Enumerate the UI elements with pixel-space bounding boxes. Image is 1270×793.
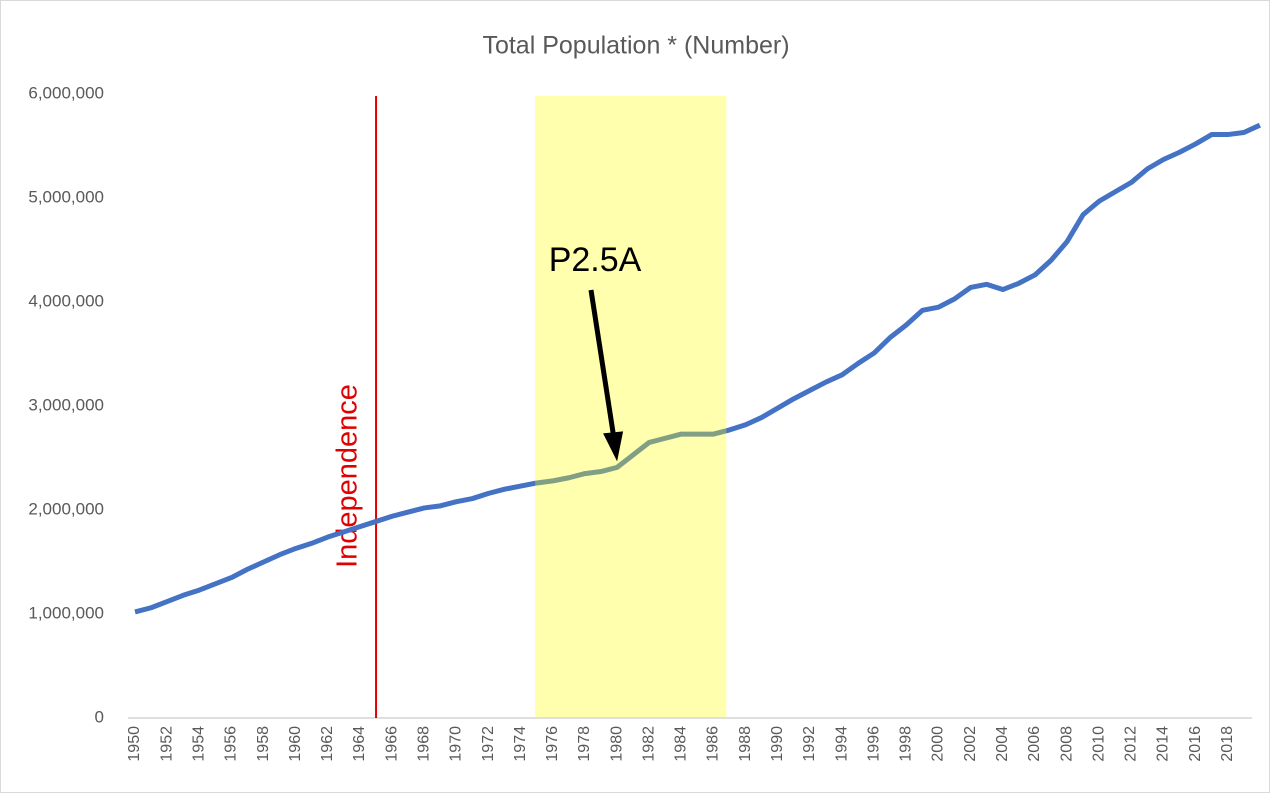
y-tick-label: 1,000,000 xyxy=(28,603,104,622)
x-tick-label: 1992 xyxy=(801,726,818,762)
chart-title: Total Population * (Number) xyxy=(482,32,789,60)
x-tick-label: 1976 xyxy=(544,726,561,762)
x-tick-label: 2010 xyxy=(1090,726,1107,762)
x-tick-label: 1954 xyxy=(190,726,207,762)
annotation-arrow-shaft xyxy=(588,289,617,440)
x-tick-label: 2018 xyxy=(1219,726,1236,762)
independence-label: Independence xyxy=(332,384,364,568)
x-tick-label: 1998 xyxy=(898,726,915,762)
x-tick-label: 2006 xyxy=(1026,726,1043,762)
x-tick-label: 1958 xyxy=(255,726,272,762)
y-tick-label: 0 xyxy=(95,707,104,726)
x-tick-label: 2012 xyxy=(1123,726,1140,762)
x-tick-label: 1960 xyxy=(287,726,304,762)
x-tick-label: 1952 xyxy=(158,726,175,762)
annotation-label: P2.5A xyxy=(549,241,642,279)
x-tick-label: 1980 xyxy=(608,726,625,762)
x-tick-label: 1978 xyxy=(576,726,593,762)
x-tick-label: 1988 xyxy=(737,726,754,762)
y-tick-label: 2,000,000 xyxy=(28,499,104,518)
x-tick-label: 1970 xyxy=(448,726,465,762)
x-tick-label: 2016 xyxy=(1187,726,1204,762)
x-tick-label: 1962 xyxy=(319,726,336,762)
y-tick-label: 3,000,000 xyxy=(28,395,104,414)
x-tick-label: 1982 xyxy=(640,726,657,762)
x-tick-label: 1968 xyxy=(415,726,432,762)
x-tick-label: 1986 xyxy=(705,726,722,762)
annotation-arrow-head xyxy=(603,431,624,462)
x-tick-label: 1994 xyxy=(833,726,850,762)
y-tick-label: 5,000,000 xyxy=(28,187,104,206)
x-tick-label: 2000 xyxy=(930,726,947,762)
data-line xyxy=(134,122,1261,615)
x-tick-label: 1956 xyxy=(223,726,240,762)
x-tick-label: 1966 xyxy=(383,726,400,762)
x-tick-label: 2014 xyxy=(1155,726,1172,762)
x-tick-label: 1964 xyxy=(351,726,368,762)
y-tick-label: 4,000,000 xyxy=(28,291,104,310)
x-tick-label: 1950 xyxy=(126,726,143,762)
x-tick-label: 2004 xyxy=(994,726,1011,762)
x-tick-label: 1972 xyxy=(480,726,497,762)
x-tick-label: 1974 xyxy=(512,726,529,762)
highlight-span xyxy=(535,96,727,718)
x-tick-label: 2008 xyxy=(1058,726,1075,762)
x-tick-label: 1996 xyxy=(865,726,882,762)
x-tick-label: 2002 xyxy=(962,726,979,762)
x-tick-label: 1990 xyxy=(769,726,786,762)
y-tick-label: 6,000,000 xyxy=(28,83,104,102)
x-tick-label: 1984 xyxy=(673,726,690,762)
